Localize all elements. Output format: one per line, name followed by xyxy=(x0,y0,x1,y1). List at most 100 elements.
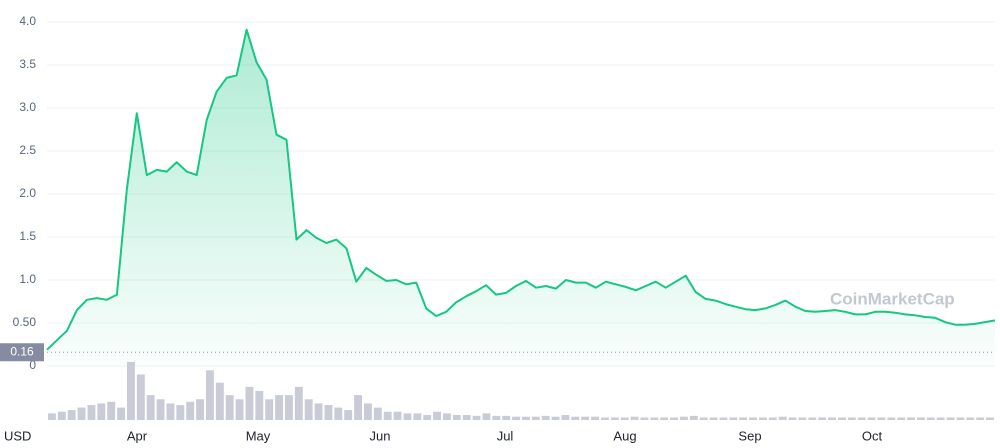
volume-bar xyxy=(48,413,56,420)
watermark: CoinMarketCap xyxy=(830,289,955,308)
volume-bar xyxy=(304,399,313,420)
volume-bar xyxy=(936,417,945,420)
x-tick-label: Apr xyxy=(127,428,148,443)
x-tick-label: May xyxy=(246,428,271,443)
volume-bar xyxy=(847,417,856,420)
volume-bar xyxy=(778,416,787,420)
x-tick-label: Oct xyxy=(862,428,883,443)
volume-bar xyxy=(640,417,649,420)
volume-bar xyxy=(680,416,688,420)
volume-bar xyxy=(166,403,175,420)
volume-bar xyxy=(373,407,382,420)
volume-bar xyxy=(423,415,432,420)
volume-bar xyxy=(976,417,985,420)
volume-bar xyxy=(67,410,76,420)
volume-bar xyxy=(561,415,570,420)
volume-bar xyxy=(689,415,698,420)
volume xyxy=(48,362,994,420)
volume-bar xyxy=(986,417,994,420)
volume-bar xyxy=(699,417,708,420)
volume-bar xyxy=(956,417,965,420)
volume-bar xyxy=(215,382,224,420)
price-line xyxy=(46,28,996,351)
plot: 0.16 xyxy=(0,28,996,366)
volume-bar xyxy=(887,417,896,420)
volume-bar xyxy=(186,401,195,420)
volume-bar xyxy=(225,395,234,420)
volume-bar xyxy=(768,417,777,420)
x-tick-label: Sep xyxy=(738,428,761,443)
start-price-label: 0.16 xyxy=(10,344,34,358)
volume-bar xyxy=(245,386,254,420)
volume-bar xyxy=(719,417,728,420)
volume-bar xyxy=(334,407,343,420)
volume-bar xyxy=(57,411,66,420)
y-tick-label: 0 xyxy=(29,358,36,372)
y-tick-label: 3.0 xyxy=(19,100,36,114)
y-tick-label: 4.0 xyxy=(19,14,36,28)
area xyxy=(47,29,995,366)
volume-bar xyxy=(364,403,372,420)
volume-bar xyxy=(581,416,590,420)
volume-bar xyxy=(127,362,135,420)
volume-bar xyxy=(265,399,274,420)
volume-bar xyxy=(452,415,461,420)
volume-bar xyxy=(383,411,392,420)
volume-bar xyxy=(77,407,86,420)
volume-bar xyxy=(196,399,204,420)
volume-bar xyxy=(926,417,935,420)
volume-bar xyxy=(966,417,975,420)
y-tick-label: 3.5 xyxy=(19,57,36,71)
volume-bar xyxy=(818,417,827,420)
volume-bar xyxy=(917,417,925,420)
volume-bar xyxy=(946,417,955,420)
volume-bar xyxy=(522,416,530,420)
y-tick-label: 1.5 xyxy=(19,229,36,243)
volume-bar xyxy=(156,399,165,420)
volume-bar xyxy=(146,395,155,420)
volume-bar xyxy=(512,416,520,420)
volume-bar xyxy=(97,403,106,420)
y-tick-label: 0.50 xyxy=(13,315,37,329)
y-tick-label: 1.0 xyxy=(19,272,36,286)
volume-bar xyxy=(551,416,560,420)
volume-bar xyxy=(670,417,678,420)
volume-bar xyxy=(867,417,876,420)
volume-bar xyxy=(531,416,540,420)
y-tick-label: 2.0 xyxy=(19,186,36,200)
volume-bar xyxy=(354,395,362,420)
volume-bar xyxy=(808,417,817,420)
volume-bar xyxy=(443,413,451,420)
volume-bar xyxy=(235,399,244,420)
volume-bar xyxy=(739,417,748,420)
volume-bar xyxy=(482,413,491,420)
volume-bar xyxy=(788,417,797,420)
volume-bar xyxy=(907,417,915,420)
volume-bar xyxy=(344,410,353,420)
volume-bar xyxy=(403,413,412,420)
volume-bar xyxy=(610,417,619,420)
x-tick-label: Aug xyxy=(613,428,636,443)
volume-bar xyxy=(275,395,283,420)
volume-bar xyxy=(472,415,481,420)
volume-bar xyxy=(87,405,96,420)
volume-bar xyxy=(294,386,303,420)
volume-bar xyxy=(650,417,659,420)
volume-bar xyxy=(107,401,116,420)
volume-bar xyxy=(897,417,906,420)
volume-bar xyxy=(502,415,511,420)
volume-bar xyxy=(571,416,580,420)
volume-bar xyxy=(759,417,767,420)
volume-bar xyxy=(857,417,866,420)
volume-bar xyxy=(630,416,639,420)
volume-bar xyxy=(541,415,550,420)
volume-bar xyxy=(433,411,441,420)
volume-bar xyxy=(660,417,669,420)
volume-bar xyxy=(492,415,501,420)
volume-bar xyxy=(620,417,629,420)
volume-bar xyxy=(393,411,402,420)
volume-bar xyxy=(324,405,333,420)
currency-label: USD xyxy=(4,428,31,443)
volume-bar xyxy=(462,415,471,420)
